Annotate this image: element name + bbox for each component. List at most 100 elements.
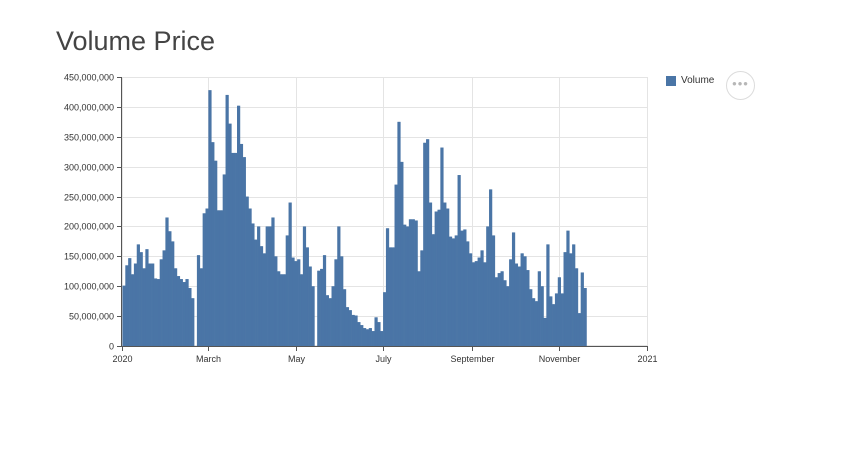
bar [448, 236, 451, 346]
bar [524, 256, 527, 346]
bar [358, 322, 361, 346]
bar [407, 226, 410, 346]
bar [567, 230, 570, 346]
bar [387, 228, 390, 346]
x-tick-label: September [450, 354, 494, 364]
bar [550, 296, 553, 346]
bar [394, 184, 397, 346]
bar [352, 314, 355, 346]
bar [254, 239, 256, 346]
bar [281, 274, 284, 346]
bar [355, 315, 358, 346]
bar [282, 274, 285, 346]
bar [257, 226, 259, 346]
bar [549, 296, 551, 346]
bar [301, 274, 304, 346]
bar [304, 226, 307, 346]
bar [158, 279, 161, 346]
bar [577, 313, 580, 346]
more-options-button[interactable]: ••• [726, 71, 755, 100]
bar [311, 286, 314, 346]
bar [491, 235, 494, 346]
bar [450, 236, 453, 346]
bar [278, 271, 281, 346]
bar [234, 152, 236, 346]
bar [371, 331, 374, 346]
bar [497, 273, 500, 346]
bar [477, 257, 480, 346]
bar [231, 152, 234, 346]
bar [484, 262, 487, 346]
bar [543, 317, 546, 346]
bar [161, 259, 163, 346]
bar [514, 263, 517, 346]
bar [377, 322, 380, 346]
bar [271, 217, 274, 346]
bar [267, 226, 269, 346]
bar [226, 94, 229, 347]
legend: Volume [666, 75, 714, 86]
bar [334, 259, 337, 346]
bar [509, 259, 511, 346]
bar [468, 253, 471, 346]
bar [338, 226, 341, 346]
bar [208, 90, 211, 347]
bar [357, 322, 360, 346]
bar [244, 157, 246, 346]
bar [437, 209, 440, 346]
bar [294, 261, 297, 346]
bar [221, 210, 224, 346]
bar [201, 268, 203, 346]
bar [178, 276, 181, 346]
bar [540, 286, 543, 346]
bar [417, 271, 420, 346]
bar [171, 241, 173, 346]
bar [489, 189, 491, 346]
bar [191, 298, 193, 346]
bar [198, 255, 201, 346]
bar [456, 235, 458, 346]
bar [166, 217, 169, 346]
bar [413, 219, 415, 346]
bar [562, 293, 564, 346]
bar [537, 271, 540, 346]
legend-label-volume: Volume [681, 75, 715, 86]
bar [416, 220, 418, 346]
bar [264, 253, 266, 346]
bar [341, 256, 344, 346]
bar [146, 249, 149, 346]
bar [189, 288, 192, 346]
bar [381, 331, 384, 346]
bar [564, 252, 567, 346]
bar [321, 268, 324, 346]
bar [507, 286, 510, 346]
bar [393, 247, 395, 346]
bar [490, 189, 493, 346]
bar [566, 230, 569, 346]
ellipsis-icon: ••• [732, 76, 749, 91]
bar [384, 292, 387, 346]
bar [247, 196, 249, 346]
bar [547, 244, 550, 346]
bar [145, 249, 148, 346]
bar [466, 241, 468, 346]
bar [291, 257, 294, 346]
bar [218, 210, 221, 346]
bar [418, 271, 421, 346]
bar [544, 317, 547, 346]
bar [126, 265, 129, 346]
bar [411, 219, 414, 346]
bar [539, 271, 541, 346]
bar [229, 123, 232, 346]
bar [533, 298, 536, 346]
bar [151, 263, 153, 346]
bar [216, 210, 219, 346]
bar [554, 293, 557, 346]
bar [259, 246, 262, 346]
bar [433, 234, 435, 346]
bar [297, 259, 299, 346]
bar [428, 202, 431, 346]
bar [360, 325, 362, 346]
bar [300, 274, 302, 346]
